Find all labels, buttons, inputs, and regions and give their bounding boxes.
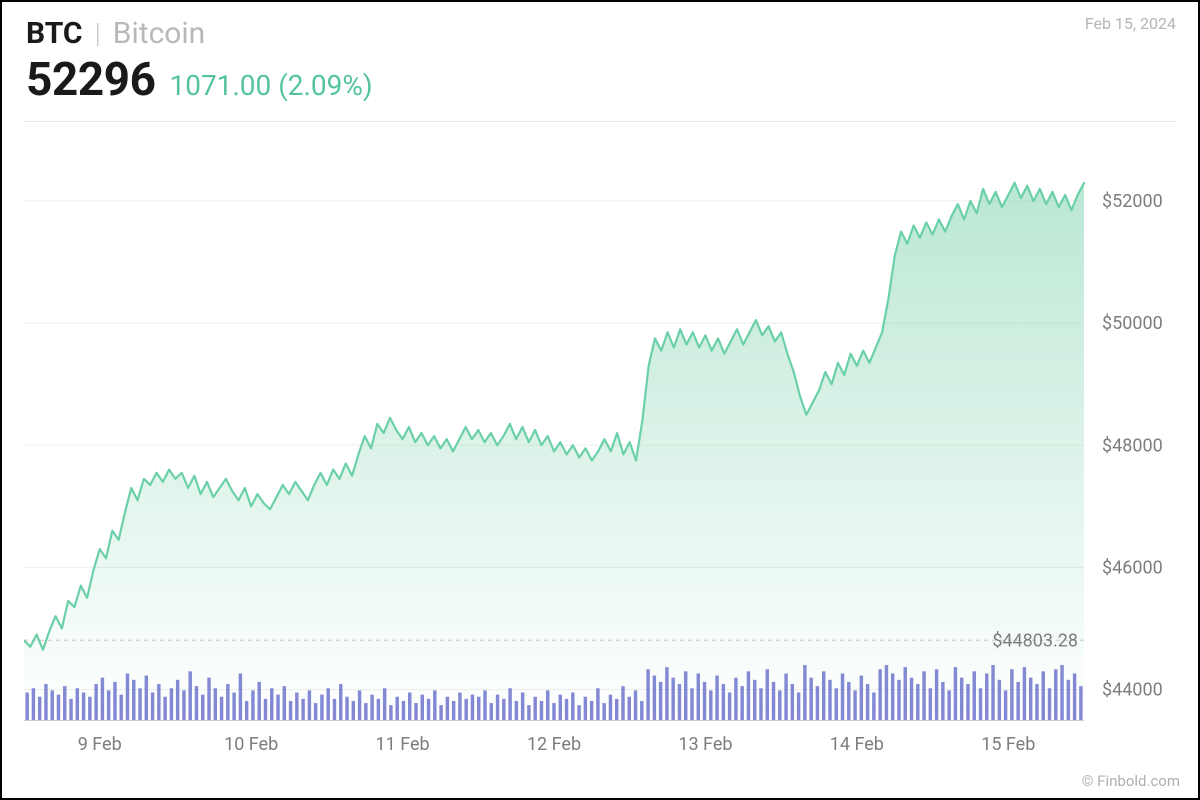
svg-text:$44803.28: $44803.28 xyxy=(992,630,1078,651)
svg-text:12 Feb: 12 Feb xyxy=(527,734,581,755)
svg-text:$44000: $44000 xyxy=(1102,679,1163,700)
svg-text:$48000: $48000 xyxy=(1102,435,1163,456)
current-price: 52296 xyxy=(26,53,155,107)
svg-text:10 Feb: 10 Feb xyxy=(224,734,278,755)
date-stamp: Feb 15, 2024 xyxy=(1085,14,1176,33)
svg-text:14 Feb: 14 Feb xyxy=(830,734,884,755)
svg-text:$50000: $50000 xyxy=(1102,313,1163,334)
svg-text:$52000: $52000 xyxy=(1102,191,1163,212)
svg-text:9 Feb: 9 Feb xyxy=(78,734,122,755)
ticker-symbol: BTC xyxy=(26,16,83,51)
asset-name: Bitcoin xyxy=(113,16,205,51)
header-divider xyxy=(24,121,1176,122)
divider-pipe: | xyxy=(95,17,101,50)
header: Feb 15, 2024 BTC | Bitcoin 52296 1071.00… xyxy=(2,2,1198,115)
svg-text:13 Feb: 13 Feb xyxy=(678,734,732,755)
chart-card: Feb 15, 2024 BTC | Bitcoin 52296 1071.00… xyxy=(0,0,1200,800)
price-change: 1071.00 (2.09%) xyxy=(169,69,372,102)
price-chart-svg: $44000 $46000 $48000 $50000 $52000 $44803.28 9… xyxy=(24,140,1180,762)
price-row: 52296 1071.00 (2.09%) xyxy=(26,53,1174,107)
title-row: BTC | Bitcoin xyxy=(26,16,1174,51)
attribution: © Finbold.com xyxy=(1082,772,1180,790)
chart-area: $44000 $46000 $48000 $50000 $52000 $44803.28 9… xyxy=(24,140,1176,758)
svg-text:15 Feb: 15 Feb xyxy=(981,734,1035,755)
svg-text:$46000: $46000 xyxy=(1102,557,1163,578)
svg-text:11 Feb: 11 Feb xyxy=(376,734,430,755)
